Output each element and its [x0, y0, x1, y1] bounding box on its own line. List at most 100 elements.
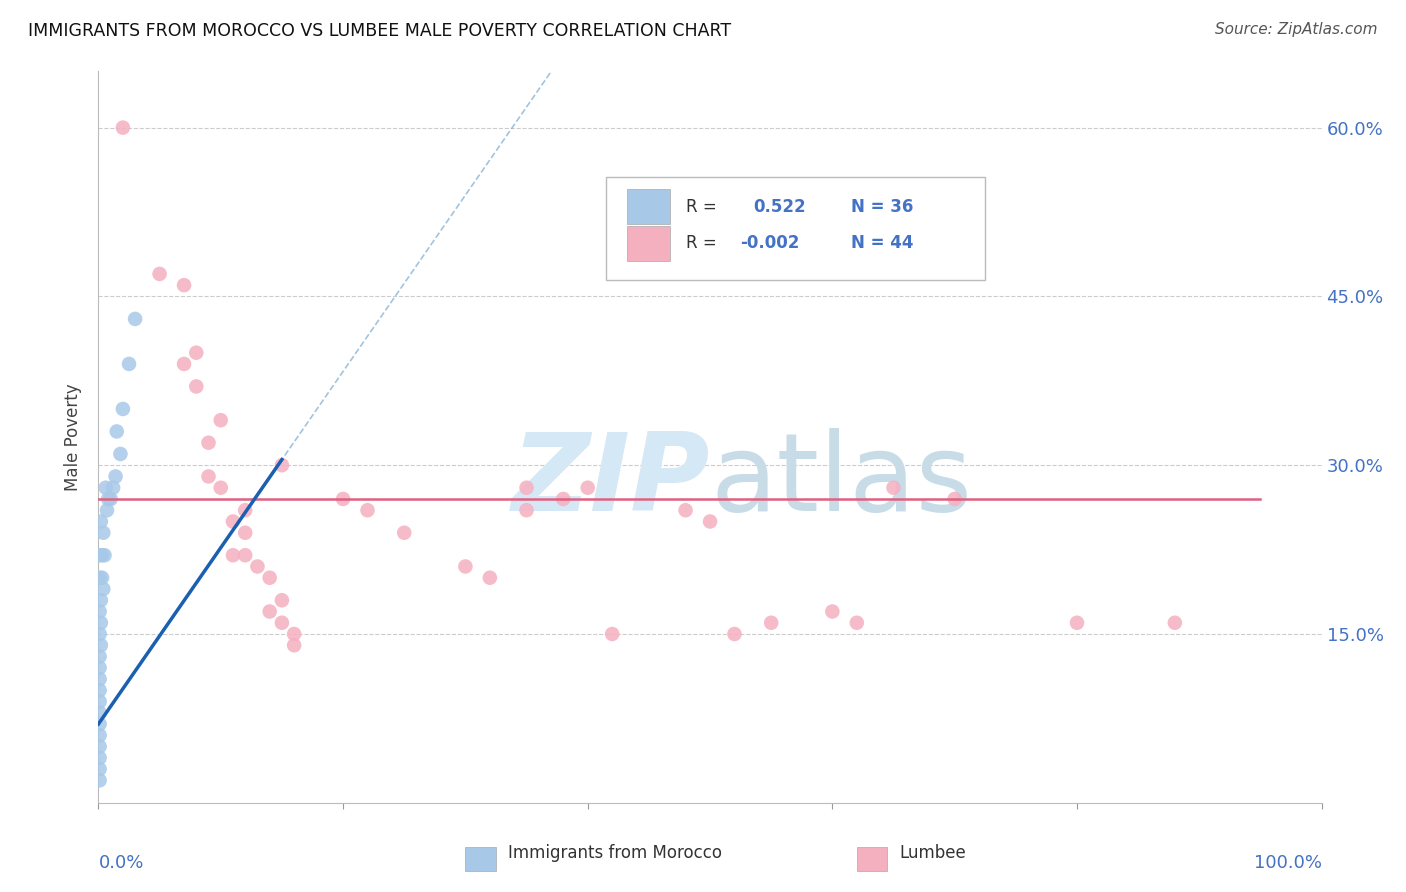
FancyBboxPatch shape — [856, 847, 887, 871]
Point — [270, 593, 294, 607]
Point — [283, 638, 305, 652]
FancyBboxPatch shape — [465, 847, 496, 871]
Point — [600, 627, 623, 641]
Text: R =: R = — [686, 235, 716, 252]
Point — [259, 605, 281, 619]
Point — [124, 312, 146, 326]
Point — [89, 773, 111, 788]
Point — [270, 458, 294, 473]
Point — [332, 491, 354, 506]
Point — [173, 357, 195, 371]
Point — [90, 515, 112, 529]
FancyBboxPatch shape — [627, 189, 669, 224]
Point — [91, 548, 114, 562]
Point — [478, 571, 501, 585]
Point — [516, 503, 538, 517]
Point — [89, 649, 111, 664]
Point — [761, 615, 783, 630]
Text: atlas: atlas — [710, 428, 972, 534]
Text: 0.0%: 0.0% — [98, 854, 143, 872]
Point — [111, 120, 134, 135]
Point — [89, 683, 111, 698]
Point — [186, 379, 208, 393]
Point — [209, 413, 232, 427]
Text: N = 36: N = 36 — [851, 198, 912, 216]
Point — [149, 267, 172, 281]
Point — [101, 481, 124, 495]
Point — [1164, 615, 1187, 630]
Point — [845, 615, 868, 630]
Point — [89, 694, 111, 708]
Point — [89, 706, 111, 720]
Point — [222, 548, 245, 562]
Point — [89, 627, 111, 641]
Point — [89, 548, 111, 562]
Point — [259, 571, 281, 585]
Text: -0.002: -0.002 — [741, 235, 800, 252]
Point — [392, 525, 416, 540]
Point — [186, 345, 208, 359]
Point — [89, 739, 111, 754]
Point — [883, 481, 905, 495]
Text: R =: R = — [686, 198, 716, 216]
Text: Lumbee: Lumbee — [900, 844, 966, 863]
Point — [1066, 615, 1088, 630]
Point — [100, 491, 122, 506]
Point — [356, 503, 378, 517]
Point — [516, 481, 538, 495]
Point — [197, 435, 219, 450]
Point — [89, 728, 111, 742]
Y-axis label: Male Poverty: Male Poverty — [65, 384, 83, 491]
Point — [576, 481, 599, 495]
FancyBboxPatch shape — [606, 178, 986, 280]
Point — [90, 638, 112, 652]
Point — [89, 762, 111, 776]
Text: 100.0%: 100.0% — [1254, 854, 1322, 872]
Point — [270, 615, 294, 630]
Text: ZIP: ZIP — [512, 428, 710, 534]
Point — [89, 571, 111, 585]
Point — [118, 357, 141, 371]
Point — [89, 672, 111, 686]
Point — [89, 751, 111, 765]
Text: N = 44: N = 44 — [851, 235, 914, 252]
Text: IMMIGRANTS FROM MOROCCO VS LUMBEE MALE POVERTY CORRELATION CHART: IMMIGRANTS FROM MOROCCO VS LUMBEE MALE P… — [28, 22, 731, 40]
Point — [111, 401, 134, 416]
Point — [209, 481, 232, 495]
Point — [723, 627, 745, 641]
Text: Source: ZipAtlas.com: Source: ZipAtlas.com — [1215, 22, 1378, 37]
Point — [553, 491, 575, 506]
Point — [246, 559, 269, 574]
Point — [233, 503, 256, 517]
Point — [97, 491, 120, 506]
Text: 0.522: 0.522 — [752, 198, 806, 216]
Point — [173, 278, 195, 293]
Point — [454, 559, 477, 574]
Point — [858, 233, 880, 247]
Point — [110, 447, 132, 461]
Point — [104, 469, 127, 483]
Point — [94, 481, 117, 495]
Point — [233, 525, 256, 540]
Point — [93, 548, 115, 562]
Point — [89, 605, 111, 619]
Point — [90, 615, 112, 630]
Point — [96, 503, 118, 517]
Point — [89, 717, 111, 731]
Point — [105, 425, 128, 439]
Point — [89, 661, 111, 675]
Point — [91, 582, 114, 596]
Point — [283, 627, 305, 641]
Text: Immigrants from Morocco: Immigrants from Morocco — [508, 844, 723, 863]
Point — [91, 571, 114, 585]
Point — [943, 491, 966, 506]
Point — [222, 515, 245, 529]
Point — [675, 503, 697, 517]
Point — [821, 605, 844, 619]
Point — [90, 593, 112, 607]
Point — [699, 515, 721, 529]
Point — [197, 469, 219, 483]
Point — [91, 525, 114, 540]
FancyBboxPatch shape — [627, 226, 669, 260]
Point — [233, 548, 256, 562]
